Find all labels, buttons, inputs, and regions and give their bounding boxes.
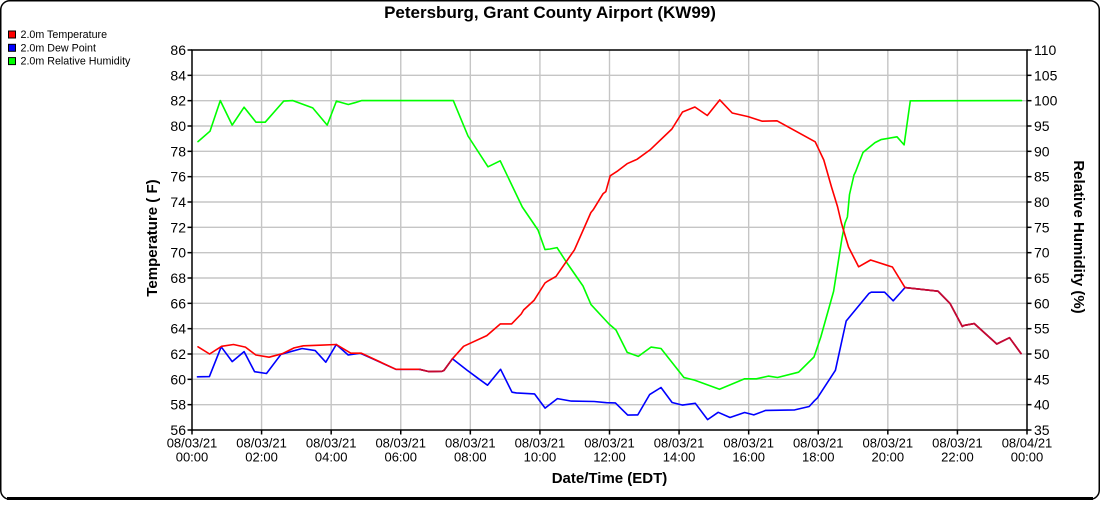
svg-text:72: 72 xyxy=(170,219,186,235)
svg-text:08/03/21: 08/03/21 xyxy=(723,436,774,451)
svg-text:82: 82 xyxy=(170,93,186,109)
svg-text:62: 62 xyxy=(170,346,186,362)
svg-text:64: 64 xyxy=(170,321,186,337)
svg-text:08:00: 08:00 xyxy=(454,450,487,465)
svg-text:Date/Time (EDT): Date/Time (EDT) xyxy=(552,470,668,487)
svg-text:08/03/21: 08/03/21 xyxy=(932,436,983,451)
svg-text:45: 45 xyxy=(1034,371,1050,387)
svg-text:14:00: 14:00 xyxy=(663,450,696,465)
svg-text:86: 86 xyxy=(170,42,186,58)
svg-text:66: 66 xyxy=(170,295,186,311)
svg-text:74: 74 xyxy=(170,194,186,210)
svg-text:08/03/21: 08/03/21 xyxy=(793,436,844,451)
svg-text:85: 85 xyxy=(1034,169,1050,185)
svg-text:20:00: 20:00 xyxy=(872,450,905,465)
svg-text:105: 105 xyxy=(1034,67,1058,83)
svg-text:68: 68 xyxy=(170,270,186,286)
svg-text:80: 80 xyxy=(170,118,186,134)
svg-text:60: 60 xyxy=(170,371,186,387)
svg-text:100: 100 xyxy=(1034,93,1058,109)
svg-text:2.0m Temperature: 2.0m Temperature xyxy=(21,29,108,41)
svg-text:60: 60 xyxy=(1034,295,1050,311)
svg-text:Temperature ( F): Temperature ( F) xyxy=(144,179,161,296)
svg-text:58: 58 xyxy=(170,397,186,413)
svg-text:22:00: 22:00 xyxy=(941,450,974,465)
svg-text:00:00: 00:00 xyxy=(1011,450,1044,465)
svg-text:40: 40 xyxy=(1034,397,1050,413)
svg-text:76: 76 xyxy=(170,169,186,185)
svg-text:2.0m Dew Point: 2.0m Dew Point xyxy=(21,42,96,54)
svg-text:02:00: 02:00 xyxy=(245,450,278,465)
svg-text:55: 55 xyxy=(1034,321,1050,337)
svg-text:10:00: 10:00 xyxy=(524,450,557,465)
svg-text:65: 65 xyxy=(1034,270,1050,286)
svg-text:78: 78 xyxy=(170,143,186,159)
svg-text:Petersburg, Grant County Airpo: Petersburg, Grant County Airport (KW99) xyxy=(384,3,716,22)
svg-text:08/03/21: 08/03/21 xyxy=(515,436,566,451)
svg-text:16:00: 16:00 xyxy=(732,450,765,465)
svg-text:08/03/21: 08/03/21 xyxy=(236,436,287,451)
svg-text:75: 75 xyxy=(1034,219,1050,235)
svg-text:95: 95 xyxy=(1034,118,1050,134)
svg-text:50: 50 xyxy=(1034,346,1050,362)
svg-text:110: 110 xyxy=(1034,42,1057,58)
svg-text:2.0m Relative Humidity: 2.0m Relative Humidity xyxy=(21,56,132,68)
svg-text:08/03/21: 08/03/21 xyxy=(306,436,357,451)
svg-text:00:00: 00:00 xyxy=(176,450,209,465)
svg-text:12:00: 12:00 xyxy=(593,450,626,465)
svg-text:08/03/21: 08/03/21 xyxy=(167,436,218,451)
svg-text:08/04/21: 08/04/21 xyxy=(1002,436,1053,451)
svg-text:Relative Humidity (%): Relative Humidity (%) xyxy=(1070,160,1087,313)
svg-text:18:00: 18:00 xyxy=(802,450,835,465)
svg-text:08/03/21: 08/03/21 xyxy=(375,436,426,451)
svg-text:35: 35 xyxy=(1034,422,1050,438)
svg-text:08/03/21: 08/03/21 xyxy=(584,436,635,451)
svg-text:08/03/21: 08/03/21 xyxy=(654,436,705,451)
svg-text:06:00: 06:00 xyxy=(384,450,417,465)
svg-text:70: 70 xyxy=(170,245,186,261)
svg-text:08/03/21: 08/03/21 xyxy=(445,436,496,451)
svg-text:56: 56 xyxy=(170,422,186,438)
svg-text:80: 80 xyxy=(1034,194,1050,210)
svg-text:04:00: 04:00 xyxy=(315,450,348,465)
svg-text:84: 84 xyxy=(170,67,186,83)
svg-text:70: 70 xyxy=(1034,245,1050,261)
svg-text:90: 90 xyxy=(1034,143,1050,159)
svg-text:08/03/21: 08/03/21 xyxy=(863,436,914,451)
